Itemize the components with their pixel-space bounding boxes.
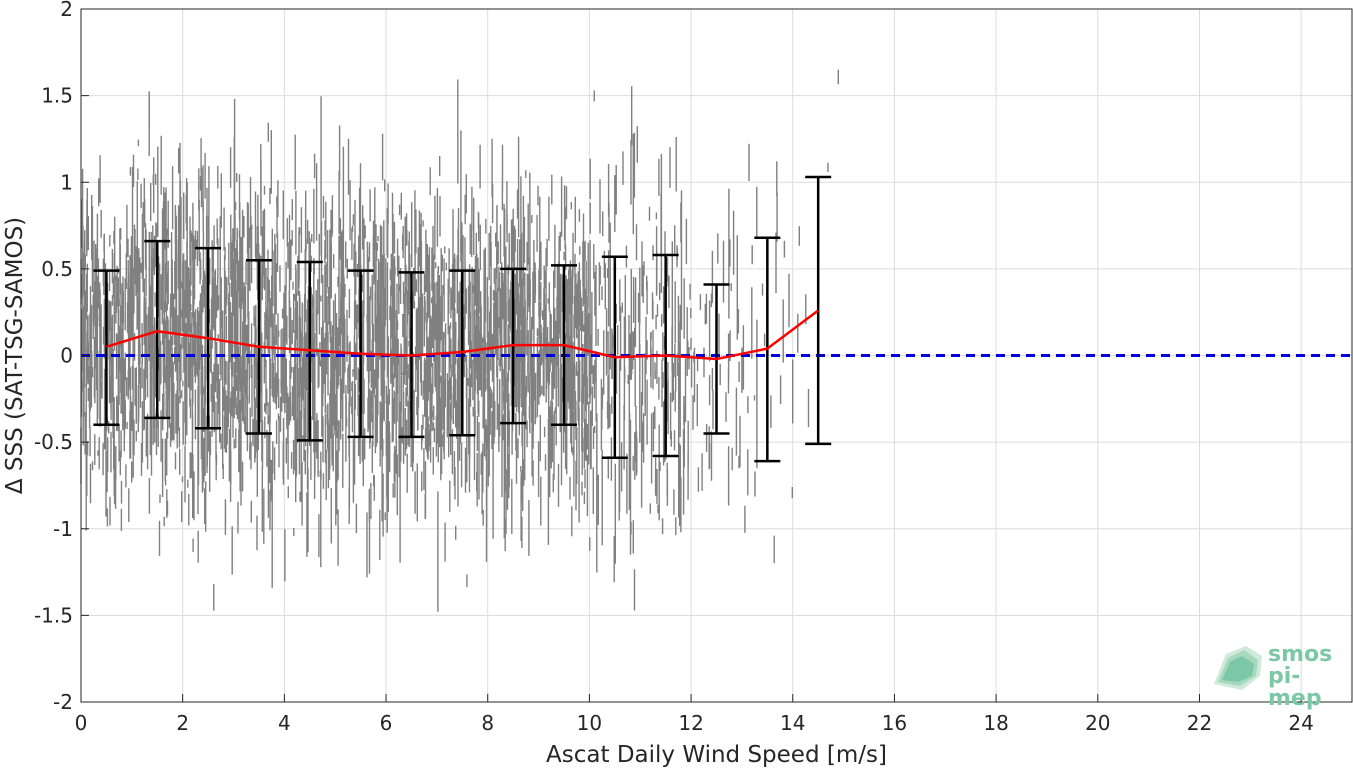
y-tick-label: 0.5	[41, 257, 73, 281]
x-tick-label: 4	[278, 711, 291, 735]
mean-line	[106, 309, 819, 361]
x-axis-label: Ascat Daily Wind Speed [m/s]	[546, 742, 887, 768]
logo-text-pimep: pi-mep	[1268, 664, 1322, 711]
x-tick-label: 6	[380, 711, 393, 735]
axis-ticks: 0 2 4 6 8 10 12 14 16 18 20 22 24-2-1.5-1-0.500.511.…	[34, 0, 1314, 735]
y-axis-label: Δ SSS (SAT-TSG-SAMOS)	[2, 217, 28, 494]
error-bar	[93, 269, 120, 427]
y-tick-label: -0.5	[34, 430, 73, 454]
y-tick-label: -2	[53, 690, 73, 714]
x-tick-label: 12	[678, 711, 703, 735]
y-tick-label: 1.5	[41, 84, 73, 108]
x-tick-label: 10	[577, 711, 602, 735]
y-tick-label: -1	[53, 517, 73, 541]
error-bars	[93, 175, 832, 463]
x-tick-label: 16	[882, 711, 907, 735]
scatter-points	[80, 69, 839, 612]
x-tick-label: 22	[1187, 711, 1212, 735]
y-tick-label: 1	[60, 170, 73, 194]
smos-pi-mep-logo: smos pi-mep	[1212, 640, 1352, 710]
error-bar	[805, 175, 832, 446]
x-tick-label: 14	[780, 711, 805, 735]
scatter-streaks	[80, 69, 839, 612]
y-tick-label: 2	[60, 0, 73, 21]
y-tick-label: -1.5	[34, 603, 73, 627]
error-bar	[144, 239, 171, 420]
x-tick-label: 0	[75, 711, 88, 735]
logo-mark-icon	[1214, 646, 1262, 690]
x-tick-label: 2	[176, 711, 189, 735]
x-tick-label: 20	[1085, 711, 1110, 735]
logo-text-smos: smos	[1268, 642, 1333, 667]
x-tick-label: 18	[983, 711, 1008, 735]
x-tick-label: 24	[1288, 711, 1313, 735]
y-tick-label: 0	[60, 344, 73, 368]
x-tick-label: 8	[481, 711, 494, 735]
